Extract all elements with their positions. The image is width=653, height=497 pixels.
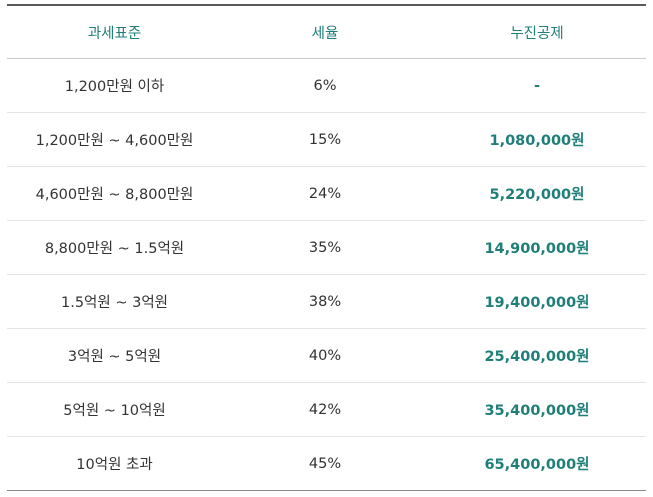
header-tax-base: 과세표준 (7, 6, 222, 59)
table-row: 1,200만원 ~ 4,600만원 15% 1,080,000원 (7, 112, 646, 167)
cell-tax-base: 1.5억원 ~ 3억원 (7, 274, 222, 329)
cell-tax-base: 1,200만원 ~ 4,600만원 (7, 112, 222, 167)
cell-deduction: 25,400,000원 (428, 328, 646, 383)
cell-tax-base: 5억원 ~ 10억원 (7, 382, 222, 437)
cell-tax-rate: 42% (222, 382, 428, 437)
cell-deduction: 35,400,000원 (428, 382, 646, 437)
table-row: 5억원 ~ 10억원 42% 35,400,000원 (7, 382, 646, 437)
cell-tax-rate: 40% (222, 328, 428, 383)
table-row: 1.5억원 ~ 3억원 38% 19,400,000원 (7, 274, 646, 329)
cell-deduction: - (428, 58, 646, 113)
cell-tax-rate: 6% (222, 58, 428, 113)
cell-tax-base: 4,600만원 ~ 8,800만원 (7, 166, 222, 221)
table-row: 1,200만원 이하 6% - (7, 58, 646, 113)
cell-tax-rate: 24% (222, 166, 428, 221)
cell-deduction: 1,080,000원 (428, 112, 646, 167)
table-row: 3억원 ~ 5억원 40% 25,400,000원 (7, 328, 646, 383)
cell-tax-base: 10억원 초과 (76, 457, 153, 473)
cell-tax-rate: 35% (222, 220, 428, 275)
cell-deduction: 14,900,000원 (428, 220, 646, 275)
table-bottom-rule (7, 490, 646, 491)
cell-tax-rate: 45% (308, 455, 342, 472)
cell-tax-base: 3억원 ~ 5억원 (7, 328, 222, 383)
header-progressive-deduction: 누진공제 (428, 6, 646, 59)
cell-deduction: 65,400,000원 (484, 457, 590, 473)
table-header-row: 과세표준 세율 누진공제 (7, 6, 646, 59)
cell-deduction: 5,220,000원 (428, 166, 646, 221)
cell-tax-base: 8,800만원 ~ 1.5억원 (7, 220, 222, 275)
table-row: 8,800만원 ~ 1.5억원 35% 14,900,000원 (7, 220, 646, 275)
table-row: 10억원 초과 45% 65,400,000원 (7, 437, 646, 491)
table-top-rule (7, 4, 646, 6)
cell-tax-base: 1,200만원 이하 (7, 58, 222, 113)
cell-tax-rate: 15% (222, 112, 428, 167)
cell-deduction: 19,400,000원 (428, 274, 646, 329)
tax-rate-table: 과세표준 세율 누진공제 1,200만원 이하 6% - 1,200만원 ~ 4… (7, 6, 646, 490)
cell-tax-rate: 38% (222, 274, 428, 329)
table-row: 4,600만원 ~ 8,800만원 24% 5,220,000원 (7, 166, 646, 221)
header-tax-rate: 세율 (222, 6, 428, 59)
